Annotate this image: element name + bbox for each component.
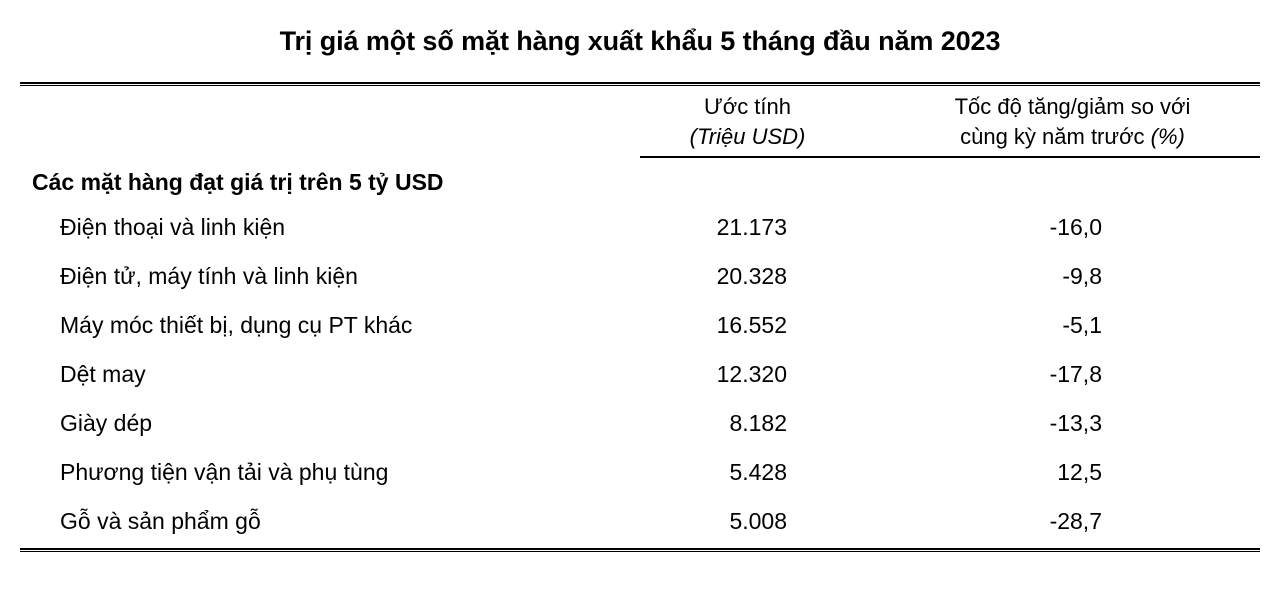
row-pad: [1120, 350, 1280, 399]
column-header-growth: Tốc độ tăng/giảm so với cùng kỳ năm trướ…: [885, 92, 1260, 152]
section-header-pad: [1120, 162, 1280, 203]
row-label: Điện thoại và linh kiện: [60, 214, 286, 240]
table-row: Dệt may 12.320 -17,8: [0, 350, 1280, 399]
row-label: Gỗ và sản phẩm gỗ: [60, 508, 261, 534]
row-label: Điện tử, máy tính và linh kiện: [60, 263, 358, 289]
row-estimate: 20.328: [716, 263, 787, 289]
row-pad: [1120, 301, 1280, 350]
page-title: Trị giá một số mặt hàng xuất khẩu 5 thán…: [279, 26, 1001, 56]
column-header-estimate-line2: (Triệu USD): [689, 124, 806, 149]
table-row: Gỗ và sản phẩm gỗ 5.008 -28,7: [0, 497, 1280, 546]
column-header-growth-line2-text: cùng kỳ năm trước: [960, 124, 1151, 149]
row-estimate: 8.182: [729, 410, 787, 436]
column-header-growth-unit: (%): [1150, 124, 1185, 149]
row-pad: [1120, 497, 1280, 546]
row-label: Dệt may: [60, 361, 146, 387]
row-estimate: 12.320: [716, 361, 787, 387]
table-row: Máy móc thiết bị, dụng cụ PT khác 16.552…: [0, 301, 1280, 350]
row-growth: -9,8: [1062, 263, 1102, 289]
section-header-estimate: [640, 162, 805, 203]
row-label: Máy móc thiết bị, dụng cụ PT khác: [60, 312, 413, 338]
table-row: Điện tử, máy tính và linh kiện 20.328 -9…: [0, 252, 1280, 301]
row-growth: -16,0: [1049, 214, 1102, 240]
column-header-estimate: Ước tính (Triệu USD): [640, 92, 855, 152]
row-label: Giày dép: [60, 410, 153, 436]
row-pad: [1120, 399, 1280, 448]
table-row: Phương tiện vận tải và phụ tùng 5.428 12…: [0, 448, 1280, 497]
row-growth: -28,7: [1049, 508, 1102, 534]
row-pad: [1120, 203, 1280, 252]
table-section-row: Các mặt hàng đạt giá trị trên 5 tỷ USD: [0, 162, 1280, 203]
row-estimate: 5.008: [729, 508, 787, 534]
row-label: Phương tiện vận tải và phụ tùng: [60, 459, 389, 485]
row-pad: [1120, 448, 1280, 497]
row-growth: -17,8: [1049, 361, 1102, 387]
section-header-label: Các mặt hàng đạt giá trị trên 5 tỷ USD: [32, 169, 444, 195]
table-row: Giày dép 8.182 -13,3: [0, 399, 1280, 448]
column-header-growth-line2: cùng kỳ năm trước (%): [885, 122, 1260, 152]
row-estimate: 21.173: [716, 214, 787, 240]
column-header-rule: [640, 156, 1260, 158]
section-header-growth: [805, 162, 1120, 203]
row-growth: -13,3: [1049, 410, 1102, 436]
row-growth: 12,5: [1057, 459, 1102, 485]
table-row: Điện thoại và linh kiện 21.173 -16,0: [0, 203, 1280, 252]
row-pad: [1120, 252, 1280, 301]
table-top-rule: [20, 82, 1260, 86]
column-header-estimate-line1: Ước tính: [703, 94, 792, 119]
table-bottom-rule: [20, 548, 1260, 552]
column-header-growth-line1: Tốc độ tăng/giảm so với: [954, 94, 1191, 119]
table-body: Các mặt hàng đạt giá trị trên 5 tỷ USD Đ…: [0, 162, 1280, 546]
row-estimate: 5.428: [729, 459, 787, 485]
row-estimate: 16.552: [716, 312, 787, 338]
export-value-table: Các mặt hàng đạt giá trị trên 5 tỷ USD Đ…: [0, 162, 1280, 546]
row-growth: -5,1: [1062, 312, 1102, 338]
